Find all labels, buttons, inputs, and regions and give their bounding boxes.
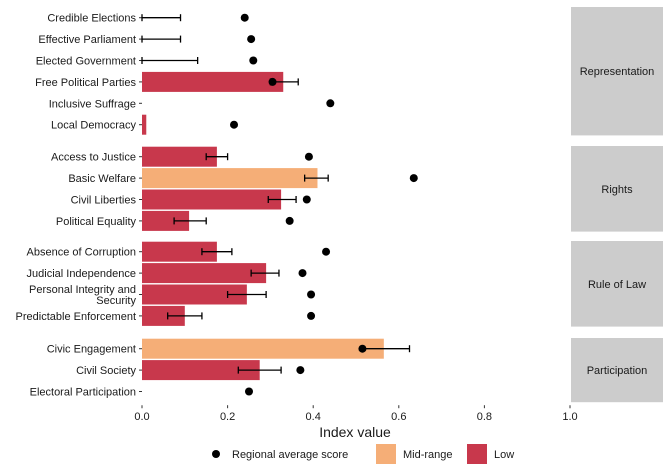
bar bbox=[142, 338, 384, 359]
x-axis-title: Index value bbox=[319, 424, 391, 440]
regional-average-point bbox=[322, 247, 331, 256]
regional-average-point bbox=[304, 152, 313, 161]
panel-strip-label: Participation bbox=[587, 365, 648, 377]
panel-strip-label: Rule of Law bbox=[588, 279, 646, 291]
row: Electoral Participation bbox=[30, 387, 253, 399]
legend-swatch bbox=[467, 444, 487, 464]
category-label: Civil Liberties bbox=[71, 195, 137, 207]
x-tick-label: 0.0 bbox=[134, 411, 149, 423]
category-label: Free Political Parties bbox=[35, 77, 136, 89]
row: Civic Engagement bbox=[47, 338, 411, 359]
category-label: Inclusive Suffrage bbox=[49, 98, 136, 110]
category-label: Personal Integrity and bbox=[29, 284, 136, 296]
panel-rule-of-law: Rule of Law Absence of Corruption Judicial… bbox=[16, 241, 663, 327]
row: Predictable Enforcement bbox=[16, 305, 316, 326]
regional-average-point bbox=[298, 269, 307, 278]
panel-rights: Rights Access to Justice Basic Welfare Civi… bbox=[51, 146, 663, 232]
regional-average-point bbox=[240, 13, 249, 22]
row: Local Democracy bbox=[51, 114, 239, 135]
bar bbox=[142, 305, 185, 326]
x-tick-label: 0.4 bbox=[306, 411, 321, 423]
x-tick-label: 0.2 bbox=[220, 411, 235, 423]
regional-average-point bbox=[247, 35, 256, 44]
bar bbox=[142, 241, 217, 262]
panel-strip bbox=[571, 146, 663, 232]
bar bbox=[142, 263, 267, 284]
regional-average-point bbox=[302, 195, 311, 204]
x-tick-label: 1.0 bbox=[562, 411, 577, 423]
category-label: Credible Elections bbox=[47, 13, 136, 25]
x-tick-label: 0.8 bbox=[477, 411, 492, 423]
bar bbox=[142, 360, 260, 381]
category-label: Electoral Participation bbox=[30, 387, 136, 399]
row: Credible Elections bbox=[47, 13, 249, 25]
panel-strip-label: Representation bbox=[580, 66, 655, 78]
regional-average-point bbox=[326, 99, 335, 108]
category-label: Access to Justice bbox=[51, 152, 136, 164]
row: Free Political Parties bbox=[35, 71, 299, 92]
regional-average-point bbox=[245, 387, 253, 396]
regional-average-point bbox=[358, 344, 367, 353]
row: Judicial Independence bbox=[27, 263, 307, 284]
bar bbox=[142, 71, 284, 92]
bar bbox=[142, 146, 217, 167]
bar bbox=[142, 189, 282, 210]
regional-average-point bbox=[409, 174, 418, 183]
row: Political Equality bbox=[56, 210, 294, 231]
row: Access to Justice bbox=[51, 146, 313, 167]
regional-average-point bbox=[296, 366, 305, 375]
regional-average-point bbox=[268, 77, 277, 86]
bar bbox=[142, 168, 318, 189]
row: Inclusive Suffrage bbox=[49, 98, 335, 110]
category-label: Absence of Corruption bbox=[27, 247, 136, 259]
legend-swatch-point bbox=[212, 450, 220, 458]
legend-label: Regional average score bbox=[232, 449, 348, 461]
regional-average-point bbox=[249, 56, 258, 65]
regional-average-point bbox=[307, 290, 316, 299]
regional-average-point bbox=[285, 216, 294, 225]
legend-label: Low bbox=[494, 449, 514, 461]
x-tick-label: 0.6 bbox=[391, 411, 406, 423]
legend-item: Mid-range bbox=[376, 444, 453, 464]
category-label: Effective Parliament bbox=[38, 34, 136, 46]
category-label: Elected Government bbox=[36, 56, 136, 68]
category-label: Predictable Enforcement bbox=[16, 311, 136, 323]
category-label: Civic Engagement bbox=[47, 344, 136, 356]
category-label: Local Democracy bbox=[51, 120, 136, 132]
regional-average-point bbox=[230, 120, 239, 129]
category-label: Political Equality bbox=[56, 216, 137, 228]
row: Civil Society bbox=[76, 360, 305, 381]
chart-panels: Representation Credible Elections Effectiv… bbox=[16, 7, 663, 403]
legend-label: Mid-range bbox=[403, 449, 453, 461]
row: Absence of Corruption bbox=[27, 241, 331, 262]
panel-strip bbox=[571, 241, 663, 327]
legend-item: Low bbox=[467, 444, 514, 464]
panel-strip-label: Rights bbox=[601, 184, 633, 196]
row: Basic Welfare bbox=[68, 168, 418, 189]
category-label: Security bbox=[96, 295, 136, 307]
row: Civil Liberties bbox=[71, 189, 311, 210]
bar bbox=[142, 284, 247, 305]
legend: Regional average score Mid-range Low bbox=[212, 444, 514, 464]
panel-participation: Participation Civic Engagement Civil Socie… bbox=[30, 338, 663, 403]
bar bbox=[142, 210, 190, 231]
regional-average-point bbox=[307, 311, 316, 320]
legend-swatch bbox=[376, 444, 396, 464]
row: Effective Parliament bbox=[38, 34, 256, 46]
category-label: Basic Welfare bbox=[68, 173, 136, 185]
category-label: Judicial Independence bbox=[27, 268, 136, 280]
panel-strip bbox=[571, 338, 663, 403]
category-label: Civil Society bbox=[76, 365, 136, 377]
bar bbox=[142, 114, 147, 135]
row: Elected Government bbox=[36, 56, 258, 68]
x-axis: 0.0 0.2 0.4 0.6 0.8 1.0 bbox=[134, 405, 578, 423]
panel-strip bbox=[571, 7, 663, 136]
legend-item: Regional average score bbox=[212, 449, 348, 461]
panel-representation: Representation Credible Elections Effectiv… bbox=[35, 7, 663, 136]
